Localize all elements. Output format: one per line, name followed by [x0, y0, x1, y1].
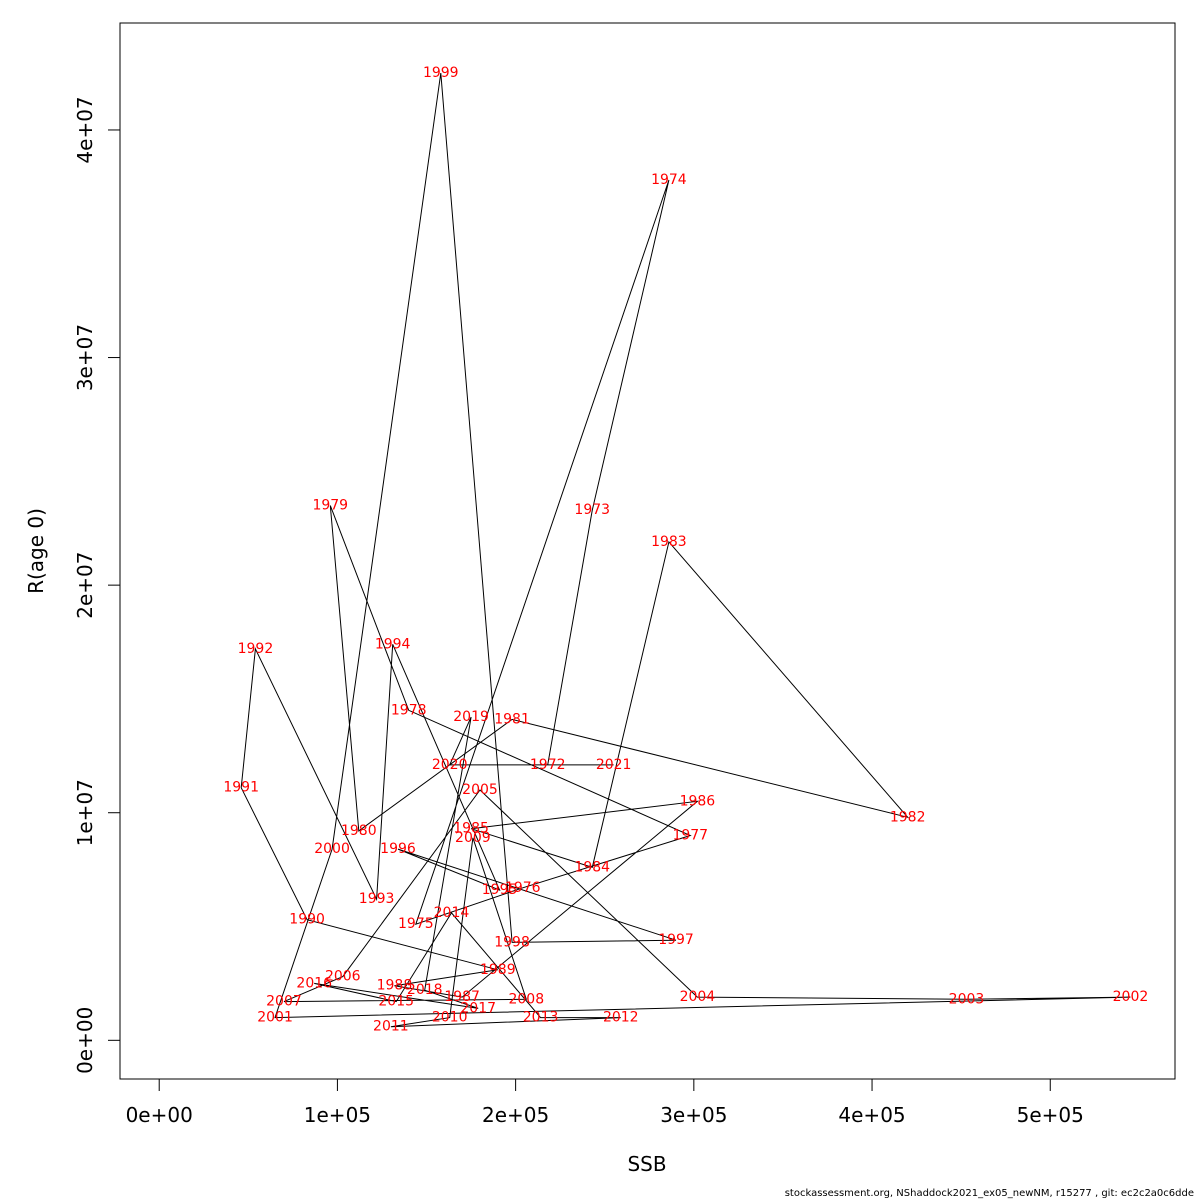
- point-label-2017: 2017: [460, 1000, 496, 1016]
- point-label-1977: 1977: [672, 827, 708, 843]
- point-label-2002: 2002: [1113, 989, 1149, 1005]
- y-tick-label: 3e+07: [73, 324, 97, 391]
- point-label-1987: 1987: [444, 989, 480, 1005]
- x-tick-label: 1e+05: [304, 1103, 371, 1127]
- point-label-2014: 2014: [434, 905, 470, 921]
- y-tick-label: 2e+07: [73, 552, 97, 619]
- point-label-2010: 2010: [432, 1010, 468, 1026]
- point-label-1989: 1989: [480, 962, 516, 978]
- x-axis-title: SSB: [627, 1152, 666, 1176]
- point-label-1985: 1985: [453, 821, 489, 837]
- y-tick-label: 0e+00: [73, 1007, 97, 1074]
- point-label-2006: 2006: [325, 969, 361, 985]
- point-label-2007: 2007: [266, 994, 302, 1010]
- point-label-1981: 1981: [494, 711, 530, 727]
- point-label-1988: 1988: [377, 978, 413, 994]
- point-label-1990: 1990: [289, 912, 325, 928]
- point-label-1994: 1994: [375, 636, 411, 652]
- point-label-2009: 2009: [455, 830, 491, 846]
- point-label-2012: 2012: [603, 1010, 639, 1026]
- point-label-1998: 1998: [494, 934, 530, 950]
- point-label-2000: 2000: [314, 841, 350, 857]
- point-label-2004: 2004: [680, 989, 716, 1005]
- point-label-1973: 1973: [574, 502, 610, 518]
- point-label-1984: 1984: [574, 859, 610, 875]
- point-label-1983: 1983: [651, 534, 687, 550]
- point-label-1991: 1991: [223, 780, 259, 796]
- point-label-1986: 1986: [680, 793, 716, 809]
- point-label-2019: 2019: [453, 709, 489, 725]
- point-label-2016: 2016: [296, 975, 332, 991]
- point-label-2005: 2005: [462, 782, 498, 798]
- point-label-1996: 1996: [380, 841, 416, 857]
- x-tick-label: 2e+05: [482, 1103, 549, 1127]
- x-tick-label: 3e+05: [660, 1103, 727, 1127]
- point-label-2008: 2008: [508, 991, 544, 1007]
- point-label-1972: 1972: [530, 757, 566, 773]
- x-tick-label: 4e+05: [838, 1103, 905, 1127]
- y-axis: 0e+00 1e+07 2e+07 3e+07 4e+07: [73, 96, 121, 1074]
- footer-caption: stockassessment.org, NShaddock2021_ex05_…: [784, 1188, 1194, 1199]
- point-label-1997: 1997: [658, 932, 694, 948]
- point-label-2018: 2018: [407, 982, 443, 998]
- point-label-1982: 1982: [890, 809, 926, 825]
- x-tick-label: 5e+05: [1017, 1103, 1084, 1127]
- point-label-2020: 2020: [432, 757, 468, 773]
- y-tick-label: 1e+07: [73, 779, 97, 846]
- point-label-2001: 2001: [257, 1010, 293, 1026]
- point-label-1980: 1980: [341, 823, 377, 839]
- point-label-1976: 1976: [505, 880, 541, 896]
- point-label-2013: 2013: [523, 1010, 559, 1026]
- point-label-1995: 1995: [482, 882, 518, 898]
- x-axis: 0e+00 1e+05 2e+05 3e+05 4e+05 5e+05: [126, 1078, 1084, 1127]
- y-axis-title: R(age 0): [24, 508, 48, 594]
- y-tick-label: 4e+07: [73, 96, 97, 163]
- point-label-1974: 1974: [651, 172, 687, 188]
- point-label-2011: 2011: [373, 1019, 409, 1035]
- point-label-1975: 1975: [398, 916, 434, 932]
- point-label-2021: 2021: [596, 757, 632, 773]
- point-label-2003: 2003: [949, 991, 985, 1007]
- point-labels: 1972 1973 1974 1975 1976 1977 1978 1979 1980 1981…: [223, 65, 1148, 1035]
- plot-frame: [119, 22, 1176, 1080]
- point-label-2015: 2015: [378, 994, 414, 1010]
- point-label-1978: 1978: [391, 702, 427, 718]
- point-label-1999: 1999: [423, 65, 459, 81]
- point-label-1979: 1979: [312, 497, 348, 513]
- point-label-1992: 1992: [238, 641, 274, 657]
- trajectory-line: [240, 73, 1131, 1028]
- data-series: [240, 73, 1131, 1028]
- point-label-1993: 1993: [359, 891, 395, 907]
- x-tick-label: 0e+00: [126, 1103, 193, 1127]
